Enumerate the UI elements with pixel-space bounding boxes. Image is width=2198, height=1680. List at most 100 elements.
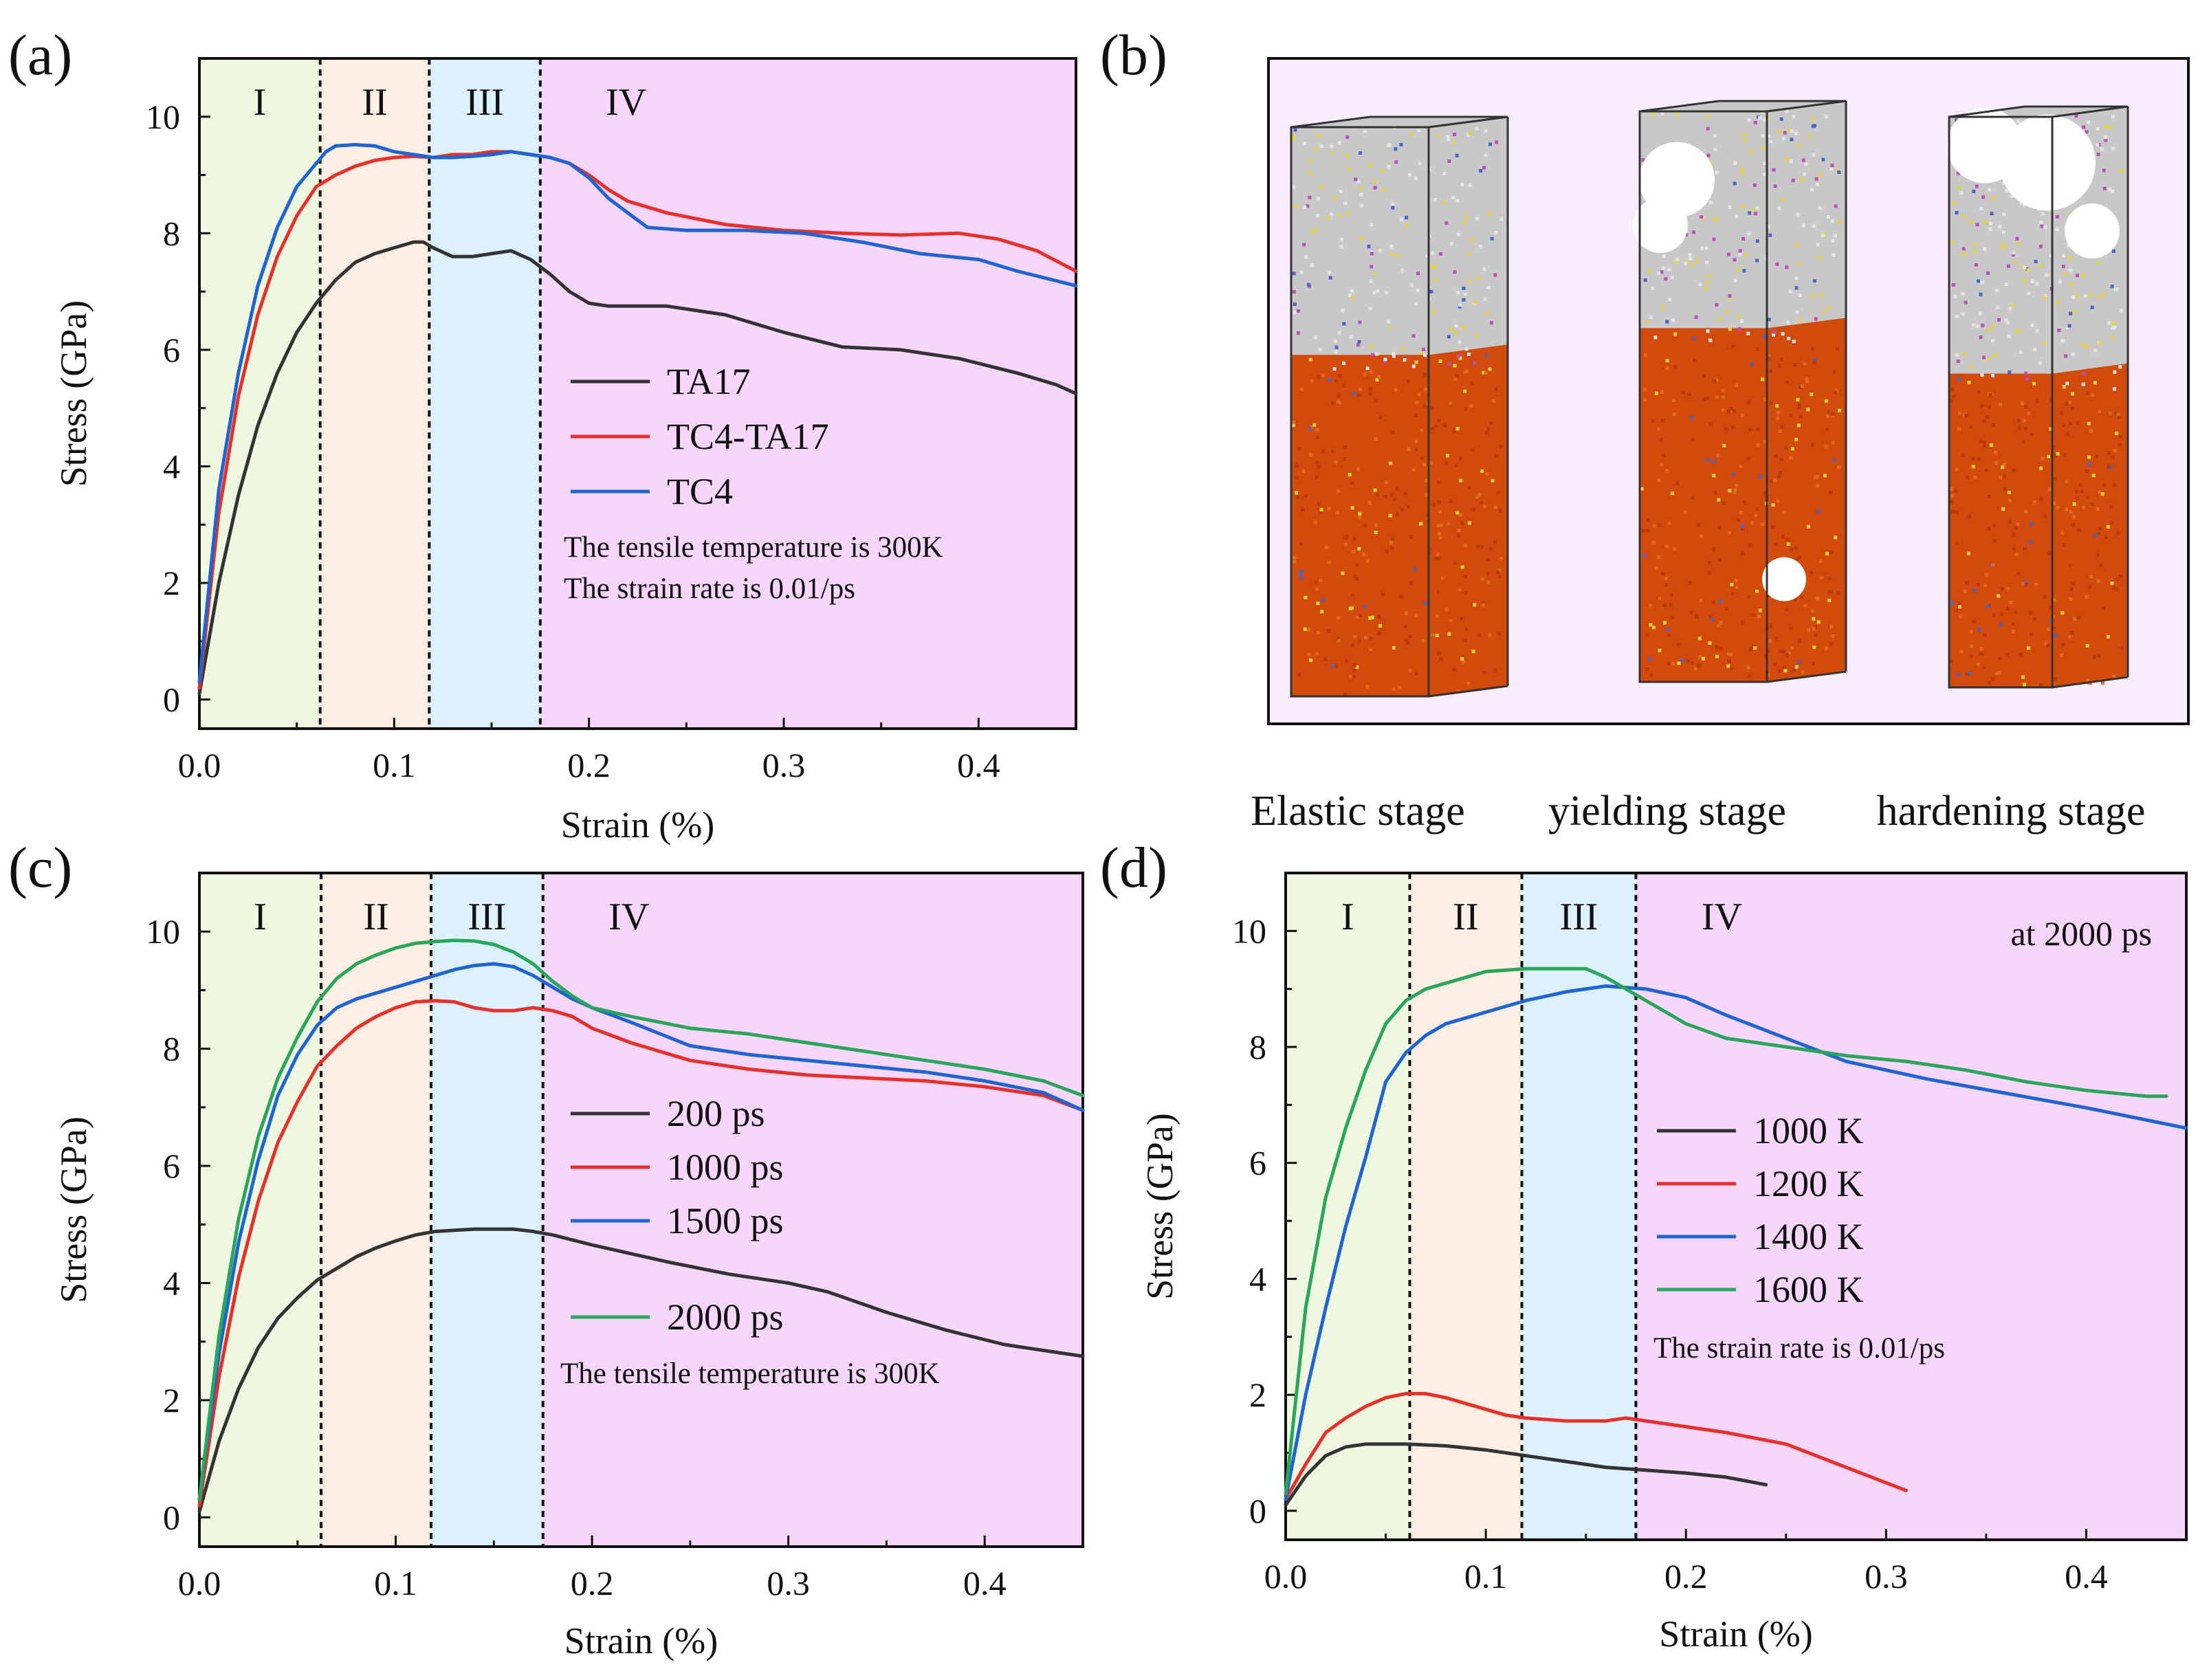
atom-dot [1966,476,1970,480]
atom-dot [1989,443,1993,447]
atom-dot [1333,196,1337,200]
atom-dot [1653,335,1658,340]
atom-dot [2071,392,2074,396]
atom-dot [1796,660,1801,664]
x-tick-label: 0.0 [178,746,221,784]
atom-box-elastic [1290,115,1509,698]
atom-dot [1777,130,1781,134]
atom-dot [1786,320,1790,324]
atom-dot [1702,656,1706,661]
atom-dot [2111,146,2115,151]
atom-dot [1359,192,1363,197]
x-tick-label: 0.4 [2065,1557,2108,1595]
atom-dot [2087,585,2091,589]
legend-label: 2000 ps [667,1296,784,1338]
atom-dot [1430,406,1434,410]
atom-dot [1447,137,1451,142]
atom-dot [1352,392,1356,396]
atom-dot [1955,511,1959,514]
atom-dot [1370,370,1374,374]
atom-dot [1706,280,1710,285]
legend-label: 1200 K [1753,1163,1864,1204]
atom-dot [1336,636,1340,640]
atom-dot [2080,342,2084,346]
atom-dot [1810,294,1814,298]
atom-dot [2065,382,2069,386]
atom-dot [1739,510,1743,514]
atom-dot [1951,283,1955,287]
atom-dot [2039,221,2043,224]
atom-dot [1390,546,1394,551]
atom-dot [1991,324,1995,329]
atom-dot [1812,617,1816,621]
atom-dot [1807,628,1811,632]
atom-dot [1987,527,1991,531]
atom-dot [1479,169,1483,173]
atom-dot [1663,603,1667,607]
atom-dot [1785,265,1789,269]
atom-dot [1406,641,1410,645]
box-edge [2052,105,2129,118]
atom-dot [1706,458,1710,462]
atom-dot [1464,215,1469,219]
atom-dot [1951,510,1955,513]
atom-dot [1991,677,1995,681]
atom-dot [1664,468,1669,472]
atom-dot [1660,111,1664,115]
atom-dot [2047,454,2051,458]
atom-dot [1988,405,1992,409]
atom-dot [1369,637,1373,641]
legend-label: TA17 [667,361,751,402]
atom-dot [1664,544,1669,548]
atom-dot [1997,594,2001,598]
atom-dot [2043,225,2047,229]
atom-dot [1370,223,1374,227]
atom-dot [1433,278,1438,282]
atom-dot [1462,325,1466,329]
box-edge [1638,110,1768,683]
atom-dot [1741,552,1745,556]
atom-dot [2056,300,2060,305]
atom-dot [1400,217,1404,221]
x-tick-label: 0.3 [1865,1557,1908,1595]
atom-dot [1762,162,1766,165]
atom-dot [1649,604,1652,608]
atom-dot [1781,650,1785,654]
atom-dot [1729,409,1733,413]
atom-dot [1680,659,1684,663]
atom-dot [1775,262,1779,266]
atom-dot [1363,372,1367,376]
atom-dot [1984,468,1988,472]
stage-label-IV: IV [608,896,649,938]
atom-dot [1462,221,1466,225]
atom-dot [1314,476,1318,480]
x-tick-label: 0.4 [957,746,1000,784]
atom-dot [1436,590,1440,594]
atom-dot [1649,623,1653,627]
atom-dot [2111,586,2115,590]
atom-dot [1790,646,1794,650]
series-line-1000-ps [197,999,1085,1507]
atom-dot [2043,641,2047,645]
atom-dot [1742,500,1746,505]
atom-dot [1975,223,1979,227]
atom-dot [1829,624,1834,628]
y-tick-label: 6 [163,331,180,369]
atom-dot [1688,581,1692,585]
atom-dot [1815,475,1819,479]
atom-dot [2055,214,2059,219]
atom-dot [1422,404,1427,408]
atom-dot [1836,168,1839,173]
atom-dot [1451,140,1455,144]
atom-dot [1790,447,1794,451]
atom-dot [1748,648,1752,652]
atom-dot [1694,315,1698,319]
atom-dot [1423,373,1427,377]
atom-dot [1837,408,1841,412]
atom-dot [1380,168,1384,173]
atom-dot [1462,298,1466,302]
atom-dot [2012,304,2016,308]
atom-dot [1998,656,2002,661]
atom-dot [2093,655,2096,659]
atom-dot [2116,412,2120,417]
